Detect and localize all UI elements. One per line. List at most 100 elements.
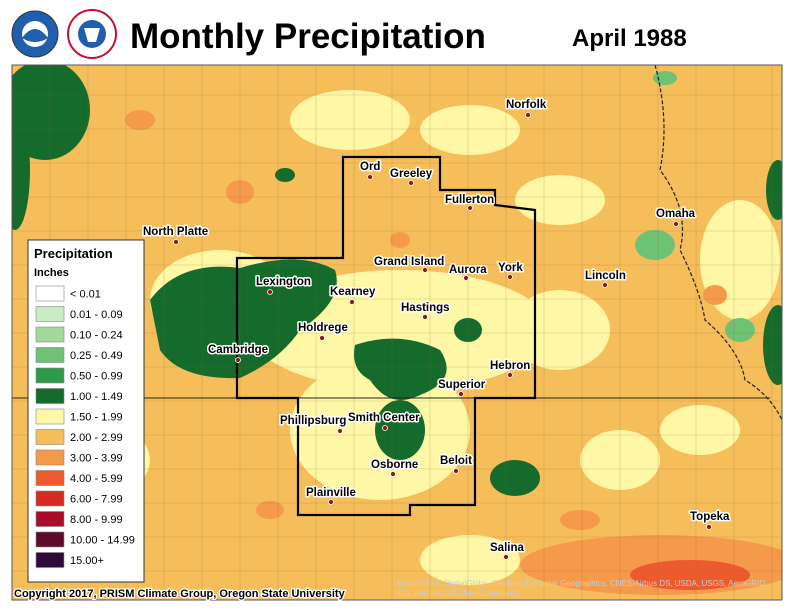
cities-shape <box>235 357 241 363</box>
cities-shape <box>507 372 513 378</box>
precip-field-shape-shape <box>12 110 30 230</box>
precip-field-shape-shape <box>375 400 425 460</box>
precip-field-shape <box>12 65 782 496</box>
legend-label: < 0.01 <box>70 289 101 301</box>
logos <box>11 9 117 59</box>
precip-field-shape-shape <box>454 318 482 342</box>
precip-field-shape <box>630 560 750 590</box>
city-label: Fullerton <box>445 194 494 206</box>
legend-swatch <box>35 470 65 486</box>
cities-shape <box>467 205 473 211</box>
legend-label: 8.00 - 9.99 <box>70 514 123 526</box>
legend-label: 10.00 - 14.99 <box>70 535 135 547</box>
precip-field-shape-shape <box>420 105 520 155</box>
cities-shape <box>328 499 334 505</box>
precip-field-shape-shape <box>560 510 600 530</box>
city-label: Lexington <box>256 276 311 288</box>
city-label: Topeka <box>690 511 730 523</box>
boundaries-shape <box>654 64 783 421</box>
legend-label: 2.00 - 2.99 <box>70 432 123 444</box>
legend-swatch <box>35 490 65 507</box>
legend-label: 0.25 - 0.49 <box>70 350 123 362</box>
legend-swatch <box>35 306 65 322</box>
cities-shape <box>422 314 428 320</box>
legend-label: 0.01 - 0.09 <box>70 309 123 321</box>
city-label: Ord <box>360 161 380 173</box>
legend-label: 6.00 - 7.99 <box>70 494 123 506</box>
city-label: Omaha <box>656 208 696 220</box>
city-label: York <box>498 262 523 274</box>
city-label: Salina <box>490 542 524 554</box>
legend-label: 0.10 - 0.24 <box>70 330 123 342</box>
city-label: Norfolk <box>506 99 547 111</box>
city-label: Cambridge <box>208 344 268 356</box>
city-label: Holdrege <box>298 322 348 334</box>
legend-swatch <box>35 367 65 384</box>
cities-shape <box>382 425 388 431</box>
cities-shape <box>173 239 179 245</box>
legend-label: 0.50 - 0.99 <box>70 371 123 383</box>
city-label: North Platte <box>143 226 208 238</box>
legend-label: 1.00 - 1.49 <box>70 391 123 403</box>
precip-field-shape-shape <box>12 65 90 160</box>
cities-shape <box>390 471 396 477</box>
precip-field-shape-shape <box>515 175 605 225</box>
title: Monthly Precipitation <box>130 17 486 56</box>
precip-field-shape <box>635 71 755 342</box>
legend-label: 15.00+ <box>70 555 104 567</box>
precip-field-shape-shape <box>725 318 755 342</box>
cities-shape <box>525 112 531 118</box>
precip-field-shape-shape <box>420 535 520 585</box>
cities-shape <box>267 289 273 295</box>
city-label: Aurora <box>449 264 487 276</box>
cities-shape <box>503 554 509 560</box>
legend-swatch <box>35 408 65 425</box>
precip-field-shape-shape <box>275 168 295 182</box>
precip-field-shape-shape <box>354 338 447 400</box>
legend-swatch <box>35 511 65 527</box>
boundaries-shape <box>235 155 537 517</box>
legend-label: 3.00 - 3.99 <box>70 453 123 465</box>
legend-units: Inches <box>34 267 69 279</box>
precip-field-shape-shape <box>490 460 540 496</box>
source: Source: Esri, DigitalGlobe, GeoEye, Eart… <box>396 579 767 588</box>
source: IGN, and the GIS User Community <box>396 589 519 598</box>
city-label: Hebron <box>490 360 530 372</box>
cities-shape <box>422 267 428 273</box>
legend-label: 4.00 - 5.99 <box>70 473 123 485</box>
cities-shape <box>463 275 469 281</box>
precip-field-shape-shape <box>653 71 677 85</box>
city-label: Beloit <box>440 455 472 467</box>
precip-field-shape-shape <box>580 430 660 490</box>
city-label: Phillipsburg <box>280 415 346 427</box>
copyright: Copyright 2017, PRISM Climate Group, Ore… <box>14 588 346 600</box>
city-label: Plainville <box>306 487 356 499</box>
legend: Precipitation Inches < 0.01 0.01 - 0.09 0.… <box>27 239 145 583</box>
legend-label: 1.50 - 1.99 <box>70 412 123 424</box>
cities-shape <box>337 428 343 434</box>
city-label: Kearney <box>330 286 376 298</box>
legend-swatch <box>35 429 65 445</box>
precip-field-shape-shape <box>763 305 782 385</box>
precip-field-shape-shape <box>290 90 410 150</box>
city-label: Superior <box>438 379 486 391</box>
cities-shape <box>602 282 608 288</box>
precip-field-shape-shape <box>766 160 782 220</box>
cities: Norfolk Ord Greeley Fullerton North Plat… <box>142 98 732 560</box>
precip-field-shape-shape <box>660 405 740 455</box>
logos-shape <box>84 28 100 42</box>
logos-shape <box>22 29 48 42</box>
precip-field-shape-shape <box>390 232 410 248</box>
cities-shape <box>673 221 679 227</box>
cities-shape <box>507 274 513 280</box>
city-label: Hastings <box>401 302 450 314</box>
legend-swatch <box>35 449 65 466</box>
precip-field-shape-shape <box>226 180 254 204</box>
legend-swatch <box>35 326 65 343</box>
boundaries-shape <box>11 64 783 601</box>
legend-swatch <box>35 388 65 404</box>
legend-swatch <box>35 347 65 363</box>
cities-shape <box>458 391 464 397</box>
